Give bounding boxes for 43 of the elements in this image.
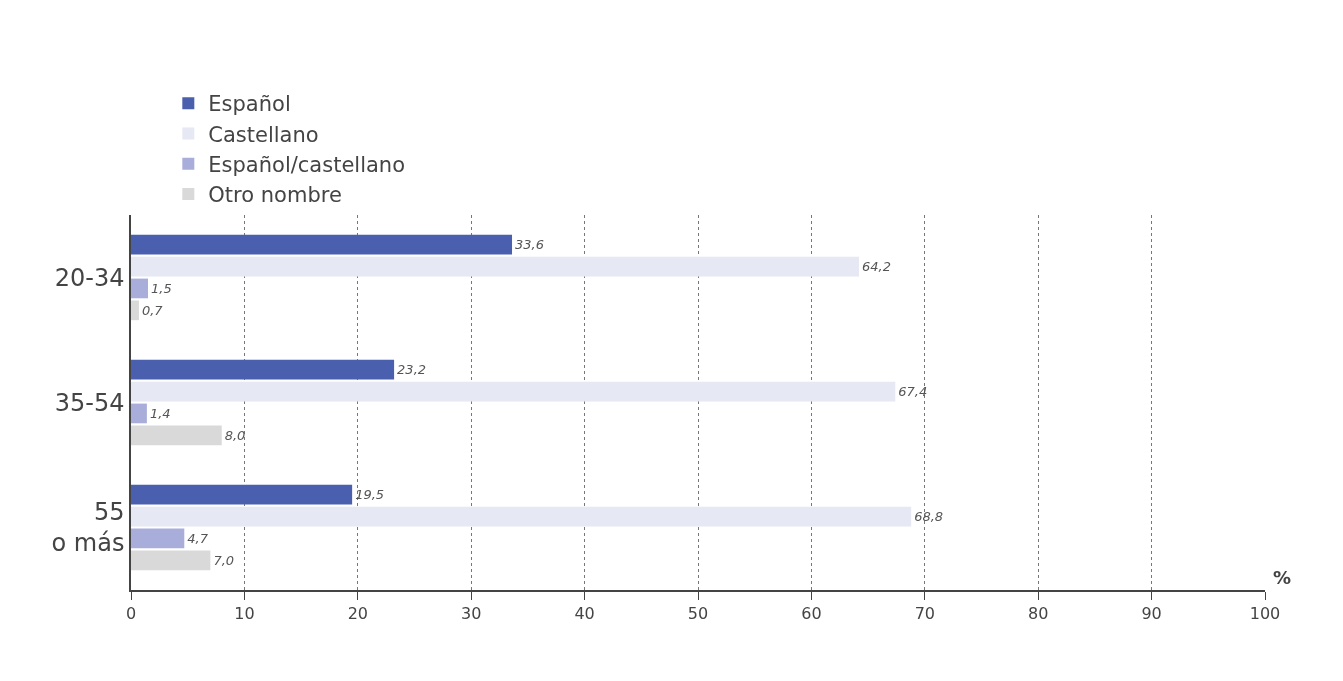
- x-tick-label: 100: [1249, 603, 1281, 623]
- x-tick-label: 30: [461, 603, 482, 623]
- bar: [131, 484, 353, 505]
- legend-label: Castellano: [208, 122, 319, 147]
- legend-label: Español/castellano: [208, 152, 406, 177]
- bar: [131, 425, 222, 446]
- data-label: 33,6: [515, 237, 544, 253]
- bar: [131, 278, 149, 299]
- data-label: 64,2: [862, 259, 891, 275]
- bar: [131, 256, 860, 277]
- bar: [131, 506, 912, 527]
- y-tick-label: 55 o más: [51, 498, 125, 558]
- y-tick-label: 35-54: [54, 388, 125, 417]
- data-label: 0,7: [141, 302, 164, 318]
- x-tick-label: 60: [801, 603, 822, 623]
- data-label: 1,4: [149, 405, 171, 421]
- x-tick-label: 0: [125, 603, 137, 623]
- x-tick-label: 70: [914, 603, 935, 623]
- y-tick-label: 20-34: [54, 263, 125, 292]
- data-label: 7,0: [213, 552, 235, 568]
- data-label: 4,7: [187, 530, 209, 546]
- x-axis-title: %: [1273, 567, 1292, 588]
- bar: [131, 528, 185, 549]
- data-label: 8,0: [224, 427, 246, 443]
- x-tick-label: 80: [1028, 603, 1049, 623]
- data-label: 19,5: [355, 487, 385, 503]
- x-tick-label: 20: [347, 603, 368, 623]
- x-tick-label: 10: [234, 603, 255, 623]
- x-tick-label: 50: [687, 603, 709, 623]
- bar: [131, 403, 147, 424]
- bar: [131, 300, 139, 321]
- data-label: 68,8: [914, 509, 944, 525]
- legend-label: Español: [208, 92, 291, 117]
- data-label: 1,5: [151, 280, 172, 296]
- bar: [131, 550, 211, 571]
- data-label: 67,4: [898, 384, 928, 400]
- bar: [131, 359, 395, 380]
- x-tick-label: 90: [1141, 603, 1162, 623]
- x-tick-label: 40: [574, 603, 595, 623]
- legend-label: Otro nombre: [208, 183, 342, 208]
- bar: [131, 381, 896, 402]
- bar: [131, 234, 513, 255]
- data-label: 23,2: [397, 362, 427, 378]
